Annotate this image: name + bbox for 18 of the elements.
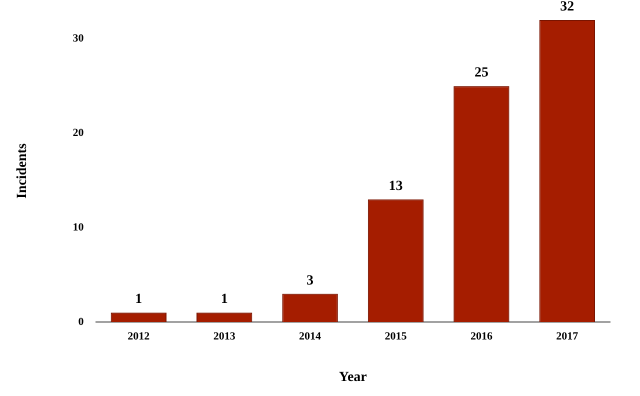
data-label: 32 [560,0,574,15]
x-tick-label: 2017 [556,330,579,342]
data-label: 1 [220,292,228,308]
data-label: 13 [388,178,403,194]
x-tick-label: 2015 [384,330,408,342]
data-label: 25 [474,66,488,81]
data-label: 1 [135,292,142,308]
y-tick-label: 0 [78,316,84,328]
y-axis-title: Incidents [15,142,30,199]
y-tick-label: 20 [72,127,84,140]
y-tick-label: 30 [72,32,84,45]
data-label: 3 [306,273,314,288]
x-tick-label: 2014 [299,330,322,342]
x-tick-label: 2016 [470,330,493,342]
x-tick-label: 2012 [128,330,150,342]
y-tick-label: 10 [72,221,84,234]
x-tick-label: 2013 [213,330,236,342]
x-axis-title: Year [338,370,367,386]
